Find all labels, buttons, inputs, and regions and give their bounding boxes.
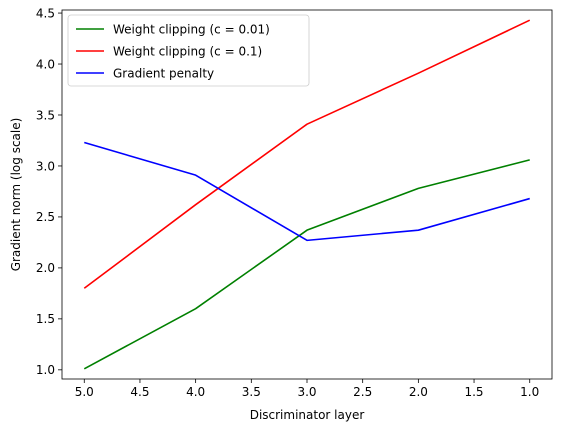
x-tick-label: 2.5 [353, 385, 372, 399]
y-tick-label: 3.0 [36, 159, 55, 173]
legend-label: Weight clipping (c = 0.01) [113, 22, 270, 36]
x-tick-label: 3.5 [242, 385, 261, 399]
x-axis-label: Discriminator layer [250, 408, 365, 422]
y-tick-label: 2.5 [36, 210, 55, 224]
x-axis-ticks: 5.0 4.5 4.0 3.5 3.0 2.5 2.0 1.5 1.0 [75, 379, 540, 399]
legend-label: Weight clipping (c = 0.1) [113, 44, 262, 58]
x-tick-label: 5.0 [75, 385, 94, 399]
x-tick-label: 2.0 [409, 385, 428, 399]
y-axis-label: Gradient norm (log scale) [9, 118, 23, 272]
y-tick-label: 4.0 [36, 57, 55, 71]
series-line-3 [84, 143, 529, 241]
series-line-1 [84, 160, 529, 369]
y-tick-label: 1.0 [36, 363, 55, 377]
legend: Weight clipping (c = 0.01) Weight clippin… [68, 15, 309, 86]
y-tick-label: 3.5 [36, 108, 55, 122]
y-tick-label: 4.5 [36, 6, 55, 20]
y-tick-label: 2.0 [36, 261, 55, 275]
x-tick-label: 4.0 [186, 385, 205, 399]
x-tick-label: 1.0 [520, 385, 539, 399]
y-axis-ticks: 1.0 1.5 2.0 2.5 3.0 3.5 4.0 4.5 [36, 6, 62, 377]
x-tick-label: 4.5 [130, 385, 149, 399]
y-tick-label: 1.5 [36, 312, 55, 326]
legend-label: Gradient penalty [113, 66, 214, 80]
x-tick-label: 1.5 [464, 385, 483, 399]
x-tick-label: 3.0 [297, 385, 316, 399]
